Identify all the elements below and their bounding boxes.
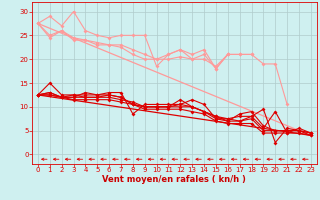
X-axis label: Vent moyen/en rafales ( kn/h ): Vent moyen/en rafales ( kn/h ) (102, 175, 246, 184)
